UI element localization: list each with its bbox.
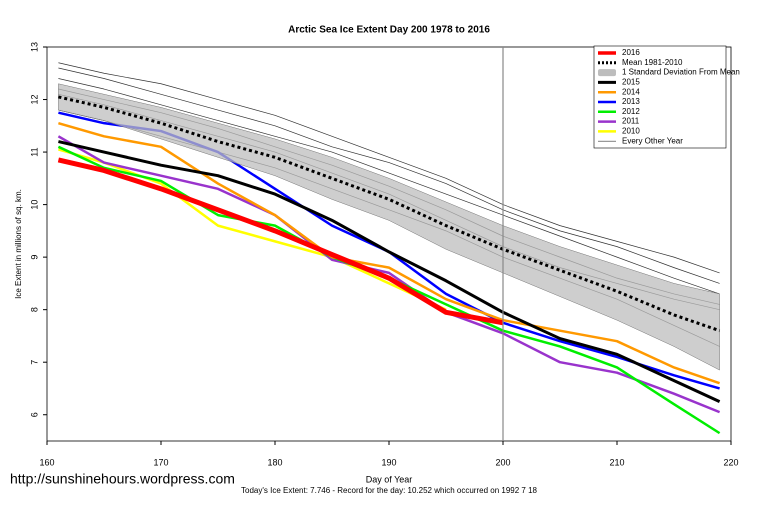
y-tick-label: 11 (29, 147, 39, 156)
other-year-line (58, 62, 720, 274)
legend-label: 2013 (622, 97, 640, 106)
legend-label: 2012 (622, 107, 640, 116)
legend-label: Mean 1981-2010 (622, 58, 683, 67)
y-axis-label: Ice Extent in millions of sq. km. (14, 189, 23, 299)
series-line (57, 157, 504, 326)
other-year-line (58, 67, 720, 284)
legend-label: 2016 (622, 48, 640, 57)
x-tick-label: 180 (267, 457, 282, 467)
series-line (58, 148, 447, 311)
legend-label: 2015 (622, 78, 640, 87)
legend-swatch (598, 69, 616, 77)
y-tick-label: 6 (29, 412, 39, 417)
y-tick-label: 7 (29, 360, 39, 365)
x-tick-label: 220 (723, 457, 738, 467)
chart-title: Arctic Sea Ice Extent Day 200 1978 to 20… (288, 25, 490, 36)
x-axis-label: Day of Year (366, 474, 413, 484)
watermark: http://sunshinehours.wordpress.com (10, 471, 235, 487)
series-line (58, 121, 721, 385)
x-tick-label: 210 (609, 457, 624, 467)
x-tick-label: 190 (381, 457, 396, 467)
other-year-line (58, 78, 720, 295)
series-line (58, 140, 721, 403)
y-tick-label: 8 (29, 307, 39, 312)
y-tick-label: 12 (29, 95, 39, 105)
legend-label: 1 Standard Deviation From Mean (622, 68, 740, 77)
x-tick-label: 170 (153, 457, 168, 467)
y-tick-label: 10 (29, 200, 39, 210)
series-line (57, 135, 721, 414)
x-tick-label: 200 (495, 457, 510, 467)
legend-label: Every Other Year (622, 136, 683, 145)
std-band (58, 83, 720, 371)
legend-label: 2014 (622, 87, 640, 96)
legend-label: 2011 (622, 117, 640, 126)
legend-label: 2010 (622, 127, 640, 136)
footer: Today's Ice Extent: 7.746 - Record for t… (241, 486, 537, 495)
x-tick-label: 160 (39, 457, 54, 467)
y-tick-label: 9 (29, 255, 39, 260)
y-tick-label: 13 (29, 42, 39, 52)
